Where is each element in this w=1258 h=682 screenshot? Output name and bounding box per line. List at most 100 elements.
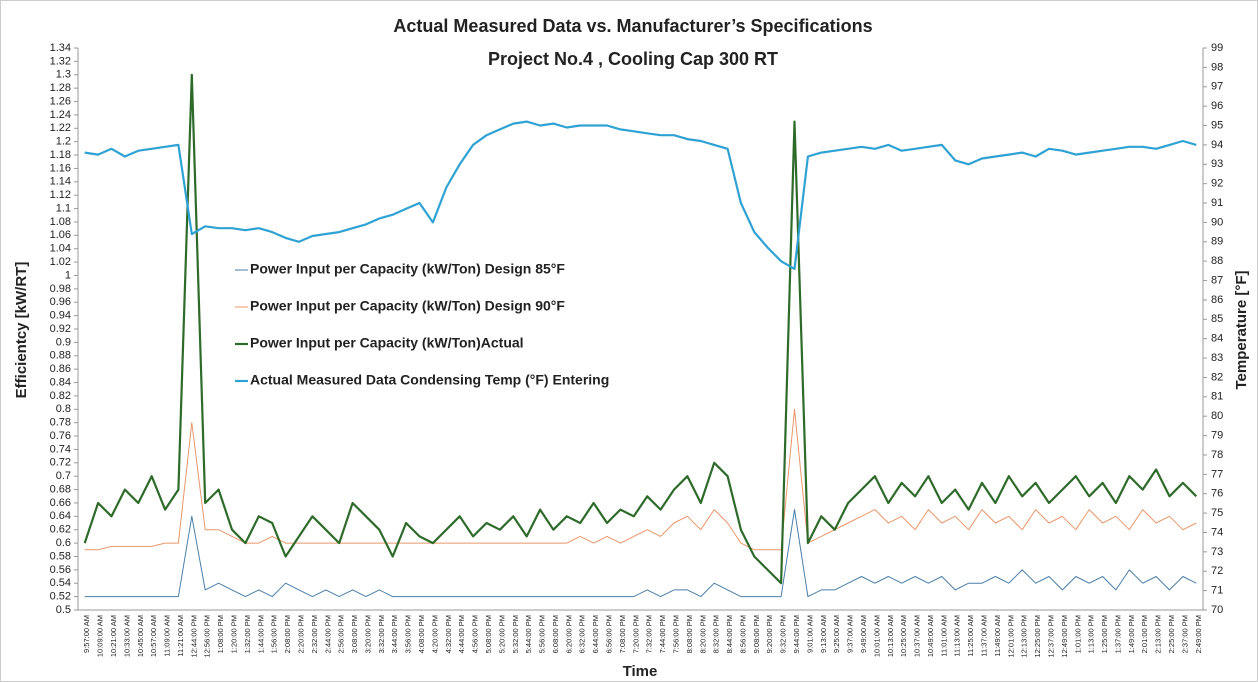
y-axis-label: Efficientcy [kW/RT]: [13, 262, 30, 399]
x-tick-label: 1:37:00 PM: [1113, 615, 1122, 653]
x-tick-label: 5:08:00 PM: [484, 615, 493, 653]
x-tick-label: 7:20:00 PM: [631, 615, 640, 653]
x-tick-label: 4:08:00 PM: [417, 615, 426, 653]
y-tick-label: 1.32: [50, 55, 71, 67]
x-tick-label: 1:44:00 PM: [256, 615, 265, 653]
y2-tick-label: 86: [1211, 294, 1223, 306]
y-tick-label: 0.56: [50, 564, 71, 576]
x-tick-label: 12:13:00 PM: [1020, 615, 1029, 658]
y-tick-label: 1.16: [50, 162, 71, 174]
x-tick-label: 10:33:00 AM: [122, 615, 131, 657]
x-tick-label: 11:21:00 AM: [176, 615, 185, 657]
y-tick-label: 1.08: [50, 216, 71, 228]
x-tick-label: 6:08:00 PM: [551, 615, 560, 653]
x-tick-label: 10:13:00 AM: [886, 615, 895, 657]
x-axis-label: Time: [623, 663, 658, 680]
x-tick-label: 1:49:00 PM: [1127, 615, 1136, 653]
y-tick-label: 1.22: [50, 122, 71, 134]
y-tick-label: 0.94: [50, 310, 71, 322]
y2-tick-label: 70: [1211, 604, 1223, 616]
y2-tick-label: 95: [1211, 119, 1223, 131]
y2-tick-label: 90: [1211, 216, 1223, 228]
x-tick-label: 1:32:00 PM: [243, 615, 252, 653]
y-tick-label: 1.28: [50, 82, 71, 94]
x-tick-label: 2:08:00 PM: [283, 615, 292, 653]
x-tick-label: 1:25:00 PM: [1100, 615, 1109, 653]
y-tick-label: 0.66: [50, 497, 71, 509]
x-tick-label: 11:25:00 AM: [966, 615, 975, 657]
x-tick-label: 1:01:00 PM: [1073, 615, 1082, 653]
y-tick-label: 1.14: [50, 176, 71, 188]
x-tick-label: 5:20:00 PM: [497, 615, 506, 653]
x-tick-label: 10:01:00 AM: [872, 615, 881, 657]
x-tick-label: 1:56:00 PM: [270, 615, 279, 653]
x-tick-label: 6:32:00 PM: [578, 615, 587, 653]
y-tick-label: 0.8: [56, 403, 71, 415]
y-tick-label: 1.12: [50, 189, 71, 201]
x-tick-label: 12:01:00 PM: [1006, 615, 1015, 658]
y-tick-label: 0.64: [50, 510, 71, 522]
x-tick-label: 2:01:00 PM: [1140, 615, 1149, 653]
y2-tick-label: 73: [1211, 546, 1223, 558]
y2-tick-label: 88: [1211, 255, 1223, 267]
x-tick-label: 10:09:00 AM: [96, 615, 105, 657]
x-tick-label: 6:44:00 PM: [591, 615, 600, 653]
legend-label: Actual Measured Data Condensing Temp (°F…: [250, 372, 609, 388]
y-tick-label: 1.1: [56, 202, 71, 214]
y2-tick-label: 97: [1211, 81, 1223, 93]
y-tick-label: 1: [65, 269, 71, 281]
y-tick-label: 0.92: [50, 323, 71, 335]
y-tick-label: 0.54: [50, 577, 71, 589]
y2-tick-label: 85: [1211, 313, 1223, 325]
y-tick-label: 0.74: [50, 443, 71, 455]
y-tick-label: 0.6: [56, 537, 71, 549]
y2-tick-label: 78: [1211, 449, 1223, 461]
x-tick-label: 1:08:00 PM: [216, 615, 225, 653]
x-tick-label: 7:32:00 PM: [645, 615, 654, 653]
y2-tick-label: 94: [1211, 139, 1223, 151]
y2-tick-label: 72: [1211, 565, 1223, 577]
x-tick-label: 8:56:00 PM: [738, 615, 747, 653]
x-tick-label: 11:49:00 AM: [993, 615, 1002, 657]
x-tick-label: 9:25:00 AM: [832, 615, 841, 653]
x-tick-label: 2:20:00 PM: [296, 615, 305, 653]
x-tick-label: 4:32:00 PM: [444, 615, 453, 653]
y2-tick-label: 87: [1211, 274, 1223, 286]
x-tick-label: 3:44:00 PM: [390, 615, 399, 653]
x-tick-label: 2:13:00 PM: [1154, 615, 1163, 653]
y2-tick-label: 99: [1211, 42, 1223, 54]
x-tick-label: 10:37:00 AM: [913, 615, 922, 657]
y-tick-label: 0.9: [56, 336, 71, 348]
x-tick-label: 9:32:00 PM: [779, 615, 788, 653]
x-tick-label: 4:56:00 PM: [471, 615, 480, 653]
y-tick-label: 0.5: [56, 604, 71, 616]
y2-tick-label: 77: [1211, 468, 1223, 480]
y-tick-label: 1.2: [56, 136, 71, 148]
x-tick-label: 5:56:00 PM: [538, 615, 547, 653]
x-tick-label: 12:56:00 PM: [203, 615, 212, 658]
y-tick-label: 0.96: [50, 296, 71, 308]
x-tick-label: 12:49:00 PM: [1060, 615, 1069, 658]
y-tick-label: 0.78: [50, 417, 71, 429]
y2-tick-label: 71: [1211, 585, 1223, 597]
x-tick-label: 9:37:00 AM: [846, 615, 855, 653]
x-tick-label: 4:20:00 PM: [430, 615, 439, 653]
x-tick-label: 9:08:00 PM: [752, 615, 761, 653]
x-tick-label: 8:20:00 PM: [698, 615, 707, 653]
x-tick-label: 6:56:00 PM: [605, 615, 614, 653]
x-tick-label: 9:49:00 AM: [859, 615, 868, 653]
x-tick-label: 2:49:00 PM: [1194, 615, 1203, 653]
x-tick-label: 10:49:00 AM: [926, 615, 935, 657]
y-tick-label: 0.68: [50, 483, 71, 495]
y-tick-label: 0.52: [50, 591, 71, 603]
y2-tick-label: 80: [1211, 410, 1223, 422]
y2-tick-label: 96: [1211, 100, 1223, 112]
x-tick-label: 6:20:00 PM: [564, 615, 573, 653]
y2-tick-label: 92: [1211, 178, 1223, 190]
y-tick-label: 1.18: [50, 149, 71, 161]
y-tick-label: 0.7: [56, 470, 71, 482]
y-tick-label: 1.24: [50, 109, 71, 121]
y-tick-label: 1.04: [50, 243, 71, 255]
x-tick-label: 11:13:00 AM: [953, 615, 962, 657]
